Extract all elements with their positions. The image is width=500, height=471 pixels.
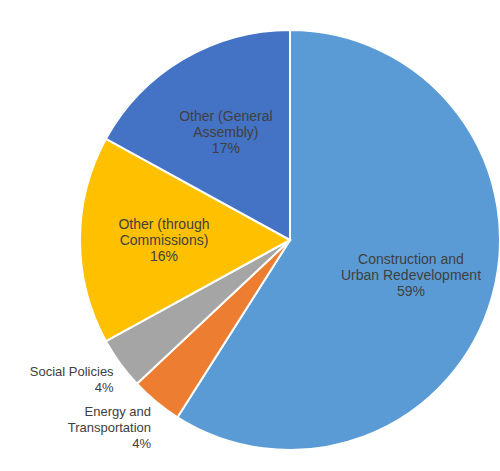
svg-text:Construction andUrban Redevelo: Construction andUrban Redevelopment59% bbox=[341, 251, 481, 299]
svg-text:Social Policies4%: Social Policies4% bbox=[30, 364, 114, 395]
svg-text:Other (GeneralAssembly)17%: Other (GeneralAssembly)17% bbox=[179, 108, 272, 156]
svg-text:Other (throughCommissions)16%: Other (throughCommissions)16% bbox=[118, 216, 209, 264]
svg-text:Energy andTransportation4%: Energy andTransportation4% bbox=[68, 404, 152, 451]
